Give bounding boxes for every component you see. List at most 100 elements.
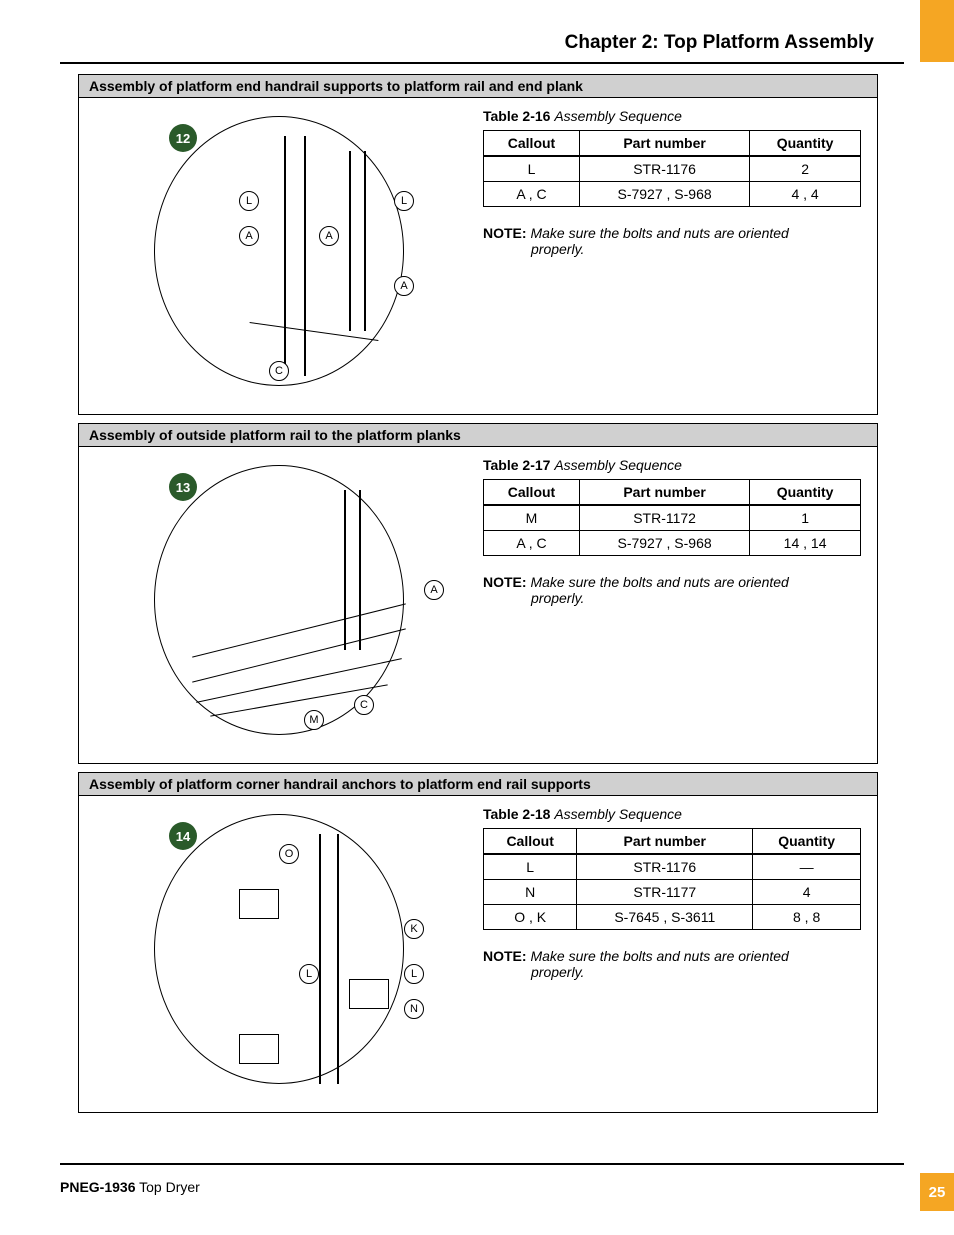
assembly-section-14: Assembly of platform corner handrail anc… (78, 772, 878, 1113)
parts-table-2-17: Callout Part number Quantity M STR-1172 … (483, 479, 861, 556)
sketch-bracket (349, 979, 389, 1009)
sketch-line (337, 834, 339, 1084)
sketch-line (284, 136, 286, 376)
callout-L: L (299, 964, 319, 984)
table-row: L STR-1176 2 (484, 156, 861, 182)
cell: 2 (750, 156, 861, 182)
table-label: Table 2-16 (483, 108, 550, 124)
cell: L (484, 854, 577, 880)
diagram-column: 12 L L A A A C (79, 98, 479, 414)
section-title: Assembly of outside platform rail to the… (79, 424, 877, 447)
callout-K: K (404, 919, 424, 939)
section-body: 13 A C M Table 2-17 Assembly Sequence (79, 447, 877, 763)
cell: O , K (484, 905, 577, 930)
col-callout: Callout (484, 829, 577, 855)
table-row: N STR-1177 4 (484, 880, 861, 905)
assembly-diagram-13: 13 A C M (129, 455, 429, 755)
note-label: NOTE: (483, 574, 527, 590)
col-qty: Quantity (753, 829, 861, 855)
col-qty: Quantity (750, 131, 861, 157)
callout-N: N (404, 999, 424, 1019)
callout-L: L (394, 191, 414, 211)
callout-M: M (304, 710, 324, 730)
note-label: NOTE: (483, 948, 527, 964)
note-text: Make sure the bolts and nuts are oriente… (530, 574, 788, 590)
step-badge: 12 (169, 124, 197, 152)
callout-C: C (354, 695, 374, 715)
cell: 14 , 14 (750, 531, 861, 556)
cell: A , C (484, 182, 580, 207)
table-caption: Table 2-17 Assembly Sequence (483, 457, 861, 473)
cell: M (484, 505, 580, 531)
diagram-column: 14 O K L L N (79, 796, 479, 1112)
sketch-line (359, 490, 361, 650)
sketch-bracket (239, 1034, 279, 1064)
note-label: NOTE: (483, 225, 527, 241)
step-badge: 13 (169, 473, 197, 501)
note-cont: properly. (531, 590, 861, 606)
table-label: Table 2-18 (483, 806, 550, 822)
cell: 8 , 8 (753, 905, 861, 930)
doc-id: PNEG-1936 (60, 1179, 135, 1195)
cell: STR-1176 (579, 156, 749, 182)
cell: S-7645 , S-3611 (577, 905, 753, 930)
col-qty: Quantity (750, 480, 861, 506)
cell: S-7927 , S-968 (579, 531, 749, 556)
text-column: Table 2-17 Assembly Sequence Callout Par… (479, 447, 877, 763)
page-footer: PNEG-1936 Top Dryer (60, 1179, 904, 1195)
col-part: Part number (579, 131, 749, 157)
table-label: Table 2-17 (483, 457, 550, 473)
cell: — (753, 854, 861, 880)
page-content: Assembly of platform end handrail suppor… (78, 74, 878, 1121)
sketch-line (344, 490, 346, 650)
section-body: 14 O K L L N Table 2-18 Assembly Sequenc… (79, 796, 877, 1112)
header-accent-tab (920, 0, 954, 62)
callout-A: A (239, 226, 259, 246)
table-row: L STR-1176 — (484, 854, 861, 880)
diagram-circle (154, 116, 404, 386)
cell: N (484, 880, 577, 905)
sketch-line (304, 136, 306, 376)
assembly-section-13: Assembly of outside platform rail to the… (78, 423, 878, 764)
section-title: Assembly of platform end handrail suppor… (79, 75, 877, 98)
footer-doc-ref: PNEG-1936 Top Dryer (60, 1179, 200, 1195)
assembly-section-12: Assembly of platform end handrail suppor… (78, 74, 878, 415)
callout-A: A (319, 226, 339, 246)
cell: S-7927 , S-968 (579, 182, 749, 207)
sketch-line (349, 151, 351, 331)
sketch-bracket (239, 889, 279, 919)
table-row: A , C S-7927 , S-968 14 , 14 (484, 531, 861, 556)
callout-L: L (404, 964, 424, 984)
note-block: NOTE: Make sure the bolts and nuts are o… (483, 225, 861, 241)
text-column: Table 2-16 Assembly Sequence Callout Par… (479, 98, 877, 414)
cell: STR-1172 (579, 505, 749, 531)
col-part: Part number (579, 480, 749, 506)
table-caption-text: Assembly Sequence (554, 457, 682, 473)
callout-A: A (424, 580, 444, 600)
parts-table-2-18: Callout Part number Quantity L STR-1176 … (483, 828, 861, 930)
note-block: NOTE: Make sure the bolts and nuts are o… (483, 574, 861, 590)
diagram-column: 13 A C M (79, 447, 479, 763)
sketch-line (319, 834, 321, 1084)
note-block: NOTE: Make sure the bolts and nuts are o… (483, 948, 861, 964)
page-number-badge: 25 (920, 1173, 954, 1211)
table-caption: Table 2-18 Assembly Sequence (483, 806, 861, 822)
header-rule (60, 62, 904, 64)
cell: 4 , 4 (750, 182, 861, 207)
table-caption-text: Assembly Sequence (554, 806, 682, 822)
cell: 1 (750, 505, 861, 531)
note-cont: properly. (531, 241, 861, 257)
section-title: Assembly of platform corner handrail anc… (79, 773, 877, 796)
cell: A , C (484, 531, 580, 556)
text-column: Table 2-18 Assembly Sequence Callout Par… (479, 796, 877, 1112)
table-caption: Table 2-16 Assembly Sequence (483, 108, 861, 124)
table-row: M STR-1172 1 (484, 505, 861, 531)
note-text: Make sure the bolts and nuts are oriente… (530, 948, 788, 964)
assembly-diagram-14: 14 O K L L N (129, 804, 429, 1104)
table-caption-text: Assembly Sequence (554, 108, 682, 124)
footer-rule (60, 1163, 904, 1165)
note-text: Make sure the bolts and nuts are oriente… (530, 225, 788, 241)
col-callout: Callout (484, 480, 580, 506)
col-part: Part number (577, 829, 753, 855)
cell: L (484, 156, 580, 182)
